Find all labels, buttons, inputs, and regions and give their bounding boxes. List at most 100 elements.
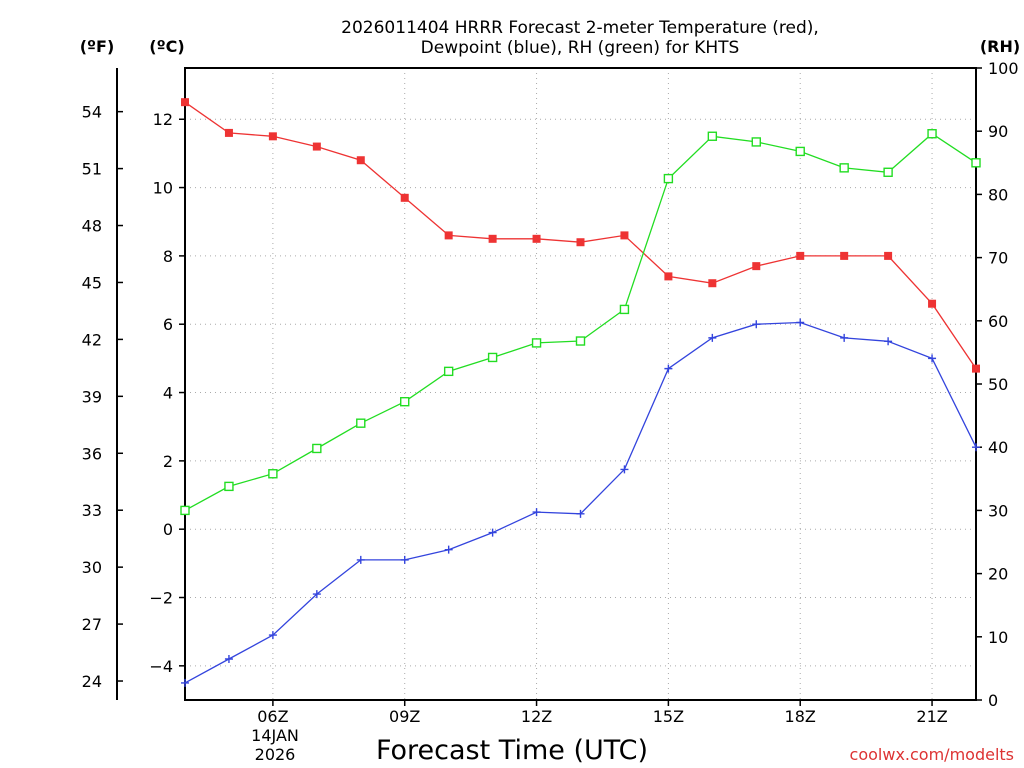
fahrenheit-tick-label: 36 [82,444,102,463]
celsius-tick-label: 8 [163,247,173,266]
temperature-point [224,128,233,137]
x-tick-label: 06Z [257,707,288,726]
rh-point [927,129,937,139]
temperature-point [576,238,585,247]
axis-tick-labels: 06Z 09Z 12Z 15Z 18Z 21Z−4−2024681012242730333… [82,59,1019,726]
rh-point [531,338,542,348]
temperature-point [972,364,980,373]
date-label-day: 14JAN [251,726,299,745]
temperature-point [312,142,321,151]
rh-point [575,336,586,346]
rh-unit-label: (RH) [980,37,1020,56]
temperature-point [532,234,541,243]
fahrenheit-tick-label: 27 [82,615,102,634]
rh-point [751,137,761,147]
fahrenheit-tick-label: 39 [82,387,102,406]
rh-point [839,163,849,173]
rh-tick-label: 30 [988,501,1008,520]
temperature-point [181,98,189,107]
chart-title-line2: Dewpoint (blue), RH (green) for KHTS [421,38,740,58]
rh-point [883,167,893,177]
celsius-tick-label: 12 [153,110,173,129]
rh-point [400,396,410,407]
dewpoint-point [708,333,717,342]
celsius-tick-label: 4 [163,384,173,403]
dewpoint-point [884,337,893,346]
temperature-point [884,251,893,260]
rh-tick-label: 70 [988,249,1008,268]
date-label-year: 2026 [255,745,296,764]
celsius-tick-label: 2 [163,452,173,471]
celsius-tick-label: 10 [153,179,173,198]
dewpoint-point [576,509,585,518]
temperature-point [356,156,365,165]
dewpoint-point [840,333,849,342]
temperature-point [400,193,409,202]
x-tick-label: 09Z [389,707,420,726]
rh-tick-label: 80 [988,185,1008,204]
celsius-tick-label: −4 [149,657,173,676]
temperature-point [620,231,629,240]
dewpoint-point [620,465,629,474]
credit-label: coolwx.com/modelts [850,745,1014,764]
celsius-tick-label: −2 [149,589,173,608]
rh-tick-label: 50 [988,375,1008,394]
temperature-point [796,251,805,260]
rh-point [268,469,278,479]
temperature-point [708,279,717,288]
dewpoint-point [488,528,497,537]
plot-frame [184,67,977,701]
celsius-tick-label: 6 [163,315,173,334]
fahrenheit-tick-label: 51 [82,160,102,179]
dewpoint-point [664,364,673,373]
x-tick-label: 15Z [653,707,684,726]
x-tick-label: 21Z [916,707,947,726]
rh-point [180,505,190,516]
temperature-point [664,272,673,281]
dewpoint-point [972,443,980,452]
rh-point [224,481,234,492]
temperature-point [444,231,453,240]
dewpoint-point [312,590,321,599]
dewpoint-point [796,318,805,327]
rh-point [356,418,366,428]
fahrenheit-tick-label: 45 [82,273,102,292]
rh-point [795,146,805,157]
rh-point [663,173,674,184]
fahrenheit-tick-label: 30 [82,558,102,577]
rh-point [443,366,454,377]
temperature-point [268,132,277,141]
dewpoint-point [181,678,189,687]
dewpoint-point [224,655,233,664]
chart-title-line1: 2026011404 HRRR Forecast 2-meter Tempera… [341,18,819,38]
temperature-point [840,251,849,260]
grid-layer [117,67,982,706]
fahrenheit-tick-label: 54 [82,103,102,122]
rh-tick-label: 20 [988,565,1008,584]
temperature-point [752,262,761,271]
rh-tick-label: 0 [988,691,998,710]
celsius-unit-label: (ºC) [149,37,184,56]
x-axis-title: Forecast Time (UTC) [376,735,648,766]
temperature-point [488,234,497,243]
fahrenheit-tick-label: 48 [82,217,102,236]
fahrenheit-unit-label: (ºF) [80,37,115,56]
fahrenheit-tick-label: 24 [82,672,102,691]
rh-line [184,132,977,511]
rh-tick-label: 90 [988,122,1008,141]
dewpoint-line [184,321,977,684]
temperature-line [184,101,977,369]
celsius-tick-label: 0 [163,520,173,539]
rh-point [312,443,322,454]
dewpoint-point [356,555,365,564]
x-tick-label: 18Z [785,707,816,726]
rh-tick-label: 60 [988,312,1008,331]
dewpoint-point [752,320,761,329]
rh-tick-label: 40 [988,438,1008,457]
dewpoint-point [268,631,277,640]
dewpoint-point [928,354,937,363]
rh-point [487,352,498,363]
series-layer [180,98,981,687]
rh-point [971,158,981,168]
